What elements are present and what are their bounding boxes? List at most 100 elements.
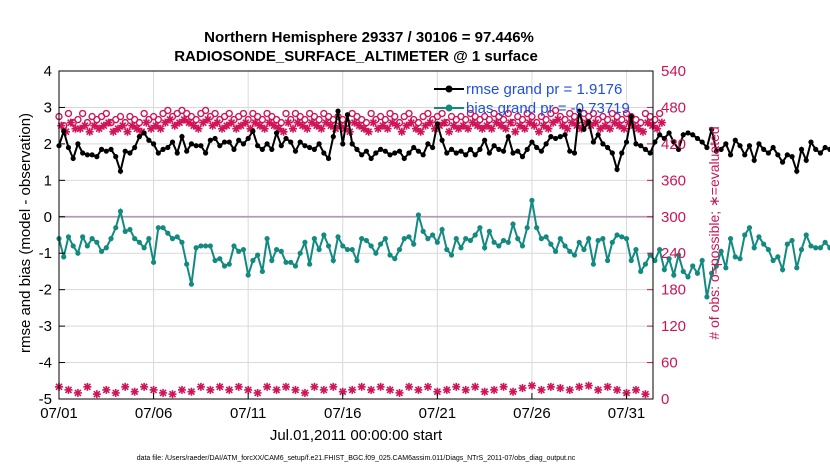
obs-evaluated-low-marker <box>509 387 518 396</box>
obs-evaluated-stroke <box>204 116 212 124</box>
y-right-tick-label: 540 <box>661 63 686 80</box>
bias-point <box>207 243 213 249</box>
bias-point <box>155 225 161 231</box>
y-tick-label: 0 <box>44 209 52 226</box>
obs-evaluated-stroke <box>535 128 543 136</box>
bias-point <box>467 237 474 244</box>
obs-evaluated-stroke <box>483 122 491 130</box>
obs-possible-marker <box>64 109 73 118</box>
bias-point <box>543 234 549 240</box>
bias-point <box>344 246 351 253</box>
bias-point <box>727 236 734 242</box>
bias-point <box>770 257 776 264</box>
obs-possible-marker <box>504 109 512 118</box>
bias-point <box>434 239 440 245</box>
rmse-point <box>155 150 161 156</box>
rmse-point <box>538 148 544 154</box>
obs-possible-marker <box>164 106 172 115</box>
bias-point <box>538 236 544 242</box>
obs-evaluated-marker <box>312 121 321 130</box>
rmse-point <box>633 141 639 147</box>
obs-evaluated-low-marker <box>187 387 196 396</box>
obs-evaluated-stroke <box>109 128 117 136</box>
rmse-line <box>58 110 830 176</box>
rmse-point <box>212 135 218 142</box>
y-tick-label: 4 <box>44 63 52 80</box>
obs-evaluated-stroke <box>374 125 382 133</box>
rmse-point <box>430 144 436 151</box>
bias-point <box>297 250 303 256</box>
bias-point <box>311 236 317 242</box>
obs-evaluated-stroke <box>601 122 609 130</box>
y-tick-label: -2 <box>39 282 52 299</box>
obs-evaluated-marker <box>501 124 510 133</box>
rmse-point <box>179 134 185 140</box>
bias-point <box>160 225 166 231</box>
rmse-point <box>297 139 303 145</box>
obs-evaluated-marker <box>638 127 647 136</box>
y-right-tick-label: 60 <box>661 355 678 372</box>
obs-evaluated-stroke <box>641 390 649 398</box>
bias-point <box>581 246 587 253</box>
rmse-point <box>486 150 492 156</box>
rmse-point <box>75 141 81 147</box>
bias-point <box>425 236 431 242</box>
bias-point <box>595 237 601 244</box>
obs-evaluated-low-marker <box>527 381 536 390</box>
bias-point <box>784 241 790 247</box>
obs-evaluated-low-marker <box>603 382 612 391</box>
rmse-point <box>510 150 516 156</box>
rmse-point <box>377 146 384 152</box>
bias-point <box>292 263 299 269</box>
obs-evaluated-marker <box>161 118 170 127</box>
obs-possible-marker <box>282 109 290 118</box>
obs-evaluated-stroke <box>218 125 226 133</box>
bias-point <box>420 228 426 234</box>
obs-evaluated-low-marker <box>130 387 139 396</box>
bias-point <box>661 267 667 273</box>
legend-bias-label: bias grand pr = -0.73719 <box>466 100 630 117</box>
obs-evaluated-stroke <box>566 386 574 394</box>
legend-rmse-marker <box>445 85 453 93</box>
rmse-point <box>264 141 270 147</box>
bias-point <box>694 270 701 276</box>
data-file-footnote: data file: /Users/raeder/DAI/ATM_forcXX/… <box>137 455 576 462</box>
obs-evaluated-stroke <box>395 389 404 397</box>
rmse-point <box>307 144 313 151</box>
rmse-point <box>458 148 464 154</box>
y-tick-label: -4 <box>39 355 52 372</box>
obs-evaluated-marker <box>426 118 435 127</box>
obs-evaluated-stroke <box>544 125 552 133</box>
rmse-point <box>359 152 365 158</box>
rmse-point <box>709 126 715 132</box>
obs-evaluated-stroke <box>547 383 555 391</box>
obs-evaluated-stroke <box>235 383 243 391</box>
obs-evaluated-stroke <box>320 386 328 394</box>
bias-point <box>359 236 365 242</box>
rmse-point <box>439 137 445 143</box>
rmse-point <box>344 112 351 118</box>
obs-evaluated-marker <box>657 118 666 127</box>
bias-point <box>330 257 336 264</box>
chart-title-line1: Northern Hemisphere 29337 / 30106 = 97.4… <box>204 29 534 46</box>
bias-point <box>675 252 682 258</box>
bias-point <box>245 272 251 278</box>
rmse-point <box>775 152 781 158</box>
obs-evaluated-stroke <box>140 383 148 391</box>
obs-possible-marker <box>201 106 210 115</box>
bias-point <box>562 243 568 249</box>
obs-evaluated-marker <box>520 124 529 133</box>
bias-point <box>477 225 483 231</box>
bias-point <box>671 272 677 278</box>
bias-point <box>552 248 559 254</box>
bias-point <box>193 245 199 251</box>
bias-point <box>212 257 218 264</box>
bias-point <box>571 252 578 258</box>
obs-evaluated-stroke <box>511 128 519 136</box>
rmse-point <box>742 152 748 158</box>
obs-evaluated-marker <box>591 118 600 127</box>
rmse-point <box>141 130 147 136</box>
obs-possible-marker <box>438 109 446 118</box>
rmse-point <box>671 139 677 145</box>
rmse-point <box>184 148 190 154</box>
